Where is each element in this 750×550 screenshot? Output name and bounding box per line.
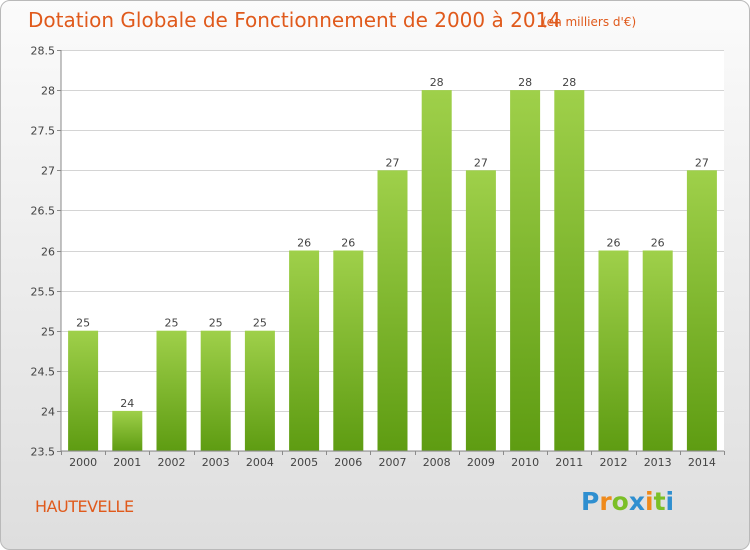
logo-letter: o xyxy=(611,487,629,516)
bar xyxy=(598,250,629,451)
data-label: 25 xyxy=(209,317,223,330)
data-label: 27 xyxy=(386,156,400,169)
y-tick-label: 27 xyxy=(41,165,55,178)
data-label: 28 xyxy=(562,76,576,89)
x-tick-label: 2003 xyxy=(202,456,230,469)
x-tick-label: 2013 xyxy=(644,456,672,469)
data-label: 26 xyxy=(607,237,621,250)
y-tick-label: 24.5 xyxy=(31,366,56,379)
y-tick-label: 25.5 xyxy=(31,286,56,299)
bar xyxy=(112,410,143,451)
y-tick-label: 27.5 xyxy=(31,125,56,138)
y-tick-label: 28.5 xyxy=(31,45,56,58)
bar xyxy=(244,330,275,451)
data-label: 27 xyxy=(474,156,488,169)
bar xyxy=(465,170,496,452)
y-tick-label: 28 xyxy=(41,85,55,98)
x-tick-label: 2006 xyxy=(334,456,362,469)
data-label: 28 xyxy=(430,76,444,89)
data-label: 26 xyxy=(297,237,311,250)
logo-letter: x xyxy=(628,487,645,516)
data-label: 26 xyxy=(651,237,665,250)
chart-subtitle: (en milliers d'€) xyxy=(542,15,637,29)
data-label: 27 xyxy=(695,156,709,169)
data-label: 28 xyxy=(518,76,532,89)
x-tick-label: 2000 xyxy=(69,456,97,469)
x-tick-label: 2008 xyxy=(423,456,451,469)
x-tick-label: 2012 xyxy=(600,456,628,469)
x-tick-label: 2001 xyxy=(113,456,141,469)
x-tick-label: 2009 xyxy=(467,456,495,469)
logo-letter: P xyxy=(581,487,600,516)
data-label: 24 xyxy=(120,397,134,410)
bar xyxy=(686,170,717,452)
y-tick-label: 26 xyxy=(41,246,55,259)
data-label: 26 xyxy=(341,237,355,250)
bar xyxy=(333,250,364,451)
y-tick-label: 25 xyxy=(41,326,55,339)
data-label: 25 xyxy=(165,317,179,330)
y-tick-label: 24 xyxy=(41,406,55,419)
bar xyxy=(421,90,452,451)
logo-letter: i xyxy=(665,487,675,516)
bar xyxy=(377,170,408,452)
logo-letter: t xyxy=(653,487,666,516)
data-label: 25 xyxy=(76,317,90,330)
proxiti-logo[interactable]: Proxiti xyxy=(581,487,674,516)
x-tick-label: 2010 xyxy=(511,456,539,469)
bar xyxy=(68,330,99,451)
x-tick-label: 2014 xyxy=(688,456,716,469)
bar xyxy=(554,90,585,451)
town-name: HAUTEVELLE xyxy=(35,497,134,516)
logo-letter: r xyxy=(599,487,612,516)
bar xyxy=(200,330,231,451)
chart-title: Dotation Globale de Fonctionnement de 20… xyxy=(28,8,561,32)
bar xyxy=(510,90,541,451)
x-tick-label: 2007 xyxy=(379,456,407,469)
y-tick-label: 26.5 xyxy=(31,205,56,218)
x-tick-label: 2002 xyxy=(158,456,186,469)
x-tick-label: 2005 xyxy=(290,456,318,469)
data-label: 25 xyxy=(253,317,267,330)
x-tick-label: 2004 xyxy=(246,456,274,469)
bar xyxy=(156,330,187,451)
y-tick-label: 23.5 xyxy=(31,446,56,459)
logo-letter: i xyxy=(645,487,654,516)
bar xyxy=(289,250,320,451)
bar xyxy=(642,250,673,451)
x-tick-label: 2011 xyxy=(555,456,583,469)
